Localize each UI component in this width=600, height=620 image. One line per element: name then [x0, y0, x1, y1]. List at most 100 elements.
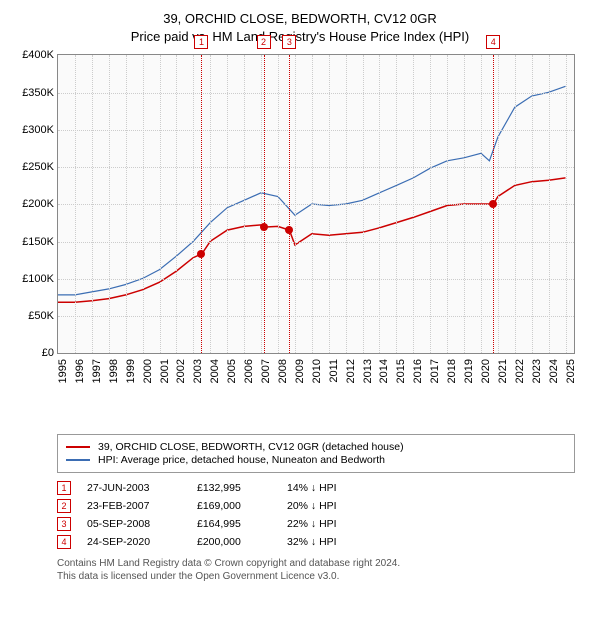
y-tick-label: £150K [22, 236, 58, 248]
grid-v [193, 55, 194, 353]
x-tick-label: 2025 [565, 359, 577, 383]
x-tick-label: 2018 [446, 359, 458, 383]
grid-v [464, 55, 465, 353]
legend-label: 39, ORCHID CLOSE, BEDWORTH, CV12 0GR (de… [98, 441, 404, 453]
grid-h [58, 167, 574, 168]
event-dot [197, 250, 205, 258]
grid-v [160, 55, 161, 353]
grid-v [176, 55, 177, 353]
y-tick-label: £350K [22, 87, 58, 99]
event-row-marker: 4 [57, 535, 71, 549]
event-row-marker: 2 [57, 499, 71, 513]
footer-line-1: Contains HM Land Registry data © Crown c… [57, 557, 575, 570]
event-row-marker: 1 [57, 481, 71, 495]
x-tick-label: 2015 [395, 359, 407, 383]
event-price: £164,995 [197, 518, 287, 530]
grid-v [363, 55, 364, 353]
x-tick-label: 2001 [159, 359, 171, 383]
x-tick-label: 2008 [277, 359, 289, 383]
x-tick-label: 2000 [142, 359, 154, 383]
x-tick-label: 2002 [175, 359, 187, 383]
x-tick-label: 2007 [260, 359, 272, 383]
grid-v [75, 55, 76, 353]
y-tick-label: £400K [22, 49, 58, 61]
x-tick-label: 2004 [209, 359, 221, 383]
event-price: £200,000 [197, 536, 287, 548]
grid-v [532, 55, 533, 353]
y-tick-label: £0 [42, 347, 58, 359]
grid-v [346, 55, 347, 353]
event-marker: 1 [194, 35, 208, 49]
x-tick-label: 2022 [514, 359, 526, 383]
event-vline [264, 55, 265, 353]
grid-v [261, 55, 262, 353]
grid-v [109, 55, 110, 353]
event-price: £132,995 [197, 482, 287, 494]
grid-v [92, 55, 93, 353]
grid-h [58, 316, 574, 317]
x-tick-label: 2017 [429, 359, 441, 383]
y-tick-label: £250K [22, 161, 58, 173]
event-diff: 14% ↓ HPI [287, 482, 387, 494]
grid-v [498, 55, 499, 353]
x-tick-label: 2009 [294, 359, 306, 383]
grid-v [210, 55, 211, 353]
x-tick-label: 2014 [378, 359, 390, 383]
grid-v [244, 55, 245, 353]
sale-events-table: 1 27-JUN-2003£132,99514% ↓ HPI 2 23-FEB-200… [57, 481, 575, 549]
grid-v [515, 55, 516, 353]
x-tick-label: 1997 [91, 359, 103, 383]
grid-v [566, 55, 567, 353]
chart-container: 39, ORCHID CLOSE, BEDWORTH, CV12 0GR Pri… [0, 0, 600, 620]
legend-swatch [66, 459, 90, 461]
y-tick-label: £50K [28, 310, 58, 322]
event-diff: 22% ↓ HPI [287, 518, 387, 530]
x-tick-label: 1998 [108, 359, 120, 383]
event-price: £169,000 [197, 500, 287, 512]
grid-v [312, 55, 313, 353]
x-tick-label: 2013 [362, 359, 374, 383]
legend-row: 39, ORCHID CLOSE, BEDWORTH, CV12 0GR (de… [66, 441, 566, 453]
event-vline [289, 55, 290, 353]
event-row: 305-SEP-2008£164,99522% ↓ HPI [57, 517, 575, 531]
x-tick-label: 1999 [125, 359, 137, 383]
grid-v [481, 55, 482, 353]
event-date: 23-FEB-2007 [87, 500, 197, 512]
grid-v [278, 55, 279, 353]
grid-v [227, 55, 228, 353]
event-dot [489, 200, 497, 208]
x-tick-label: 1995 [57, 359, 69, 383]
chart-area: £0£50K£100K£150K£200K£250K£300K£350K£400… [57, 54, 575, 394]
grid-h [58, 130, 574, 131]
x-tick-label: 2021 [497, 359, 509, 383]
x-tick-label: 2020 [480, 359, 492, 383]
x-tick-label: 2024 [548, 359, 560, 383]
x-tick-label: 2012 [345, 359, 357, 383]
legend-swatch [66, 446, 90, 448]
y-tick-label: £100K [22, 273, 58, 285]
x-tick-label: 2010 [311, 359, 323, 383]
grid-v [396, 55, 397, 353]
event-row: 223-FEB-2007£169,00020% ↓ HPI [57, 499, 575, 513]
y-tick-label: £300K [22, 124, 58, 136]
x-tick-label: 2003 [192, 359, 204, 383]
grid-v [379, 55, 380, 353]
legend: 39, ORCHID CLOSE, BEDWORTH, CV12 0GR (de… [57, 434, 575, 473]
event-marker: 2 [257, 35, 271, 49]
grid-v [143, 55, 144, 353]
grid-h [58, 279, 574, 280]
legend-row: HPI: Average price, detached house, Nune… [66, 454, 566, 466]
y-tick-label: £200K [22, 198, 58, 210]
grid-v [430, 55, 431, 353]
x-tick-label: 2019 [463, 359, 475, 383]
grid-v [413, 55, 414, 353]
grid-v [126, 55, 127, 353]
grid-v [329, 55, 330, 353]
x-tick-label: 2006 [243, 359, 255, 383]
event-date: 05-SEP-2008 [87, 518, 197, 530]
x-tick-label: 1996 [74, 359, 86, 383]
event-date: 27-JUN-2003 [87, 482, 197, 494]
event-dot [260, 223, 268, 231]
x-tick-label: 2011 [328, 359, 340, 383]
title-line-1: 39, ORCHID CLOSE, BEDWORTH, CV12 0GR [15, 10, 585, 28]
